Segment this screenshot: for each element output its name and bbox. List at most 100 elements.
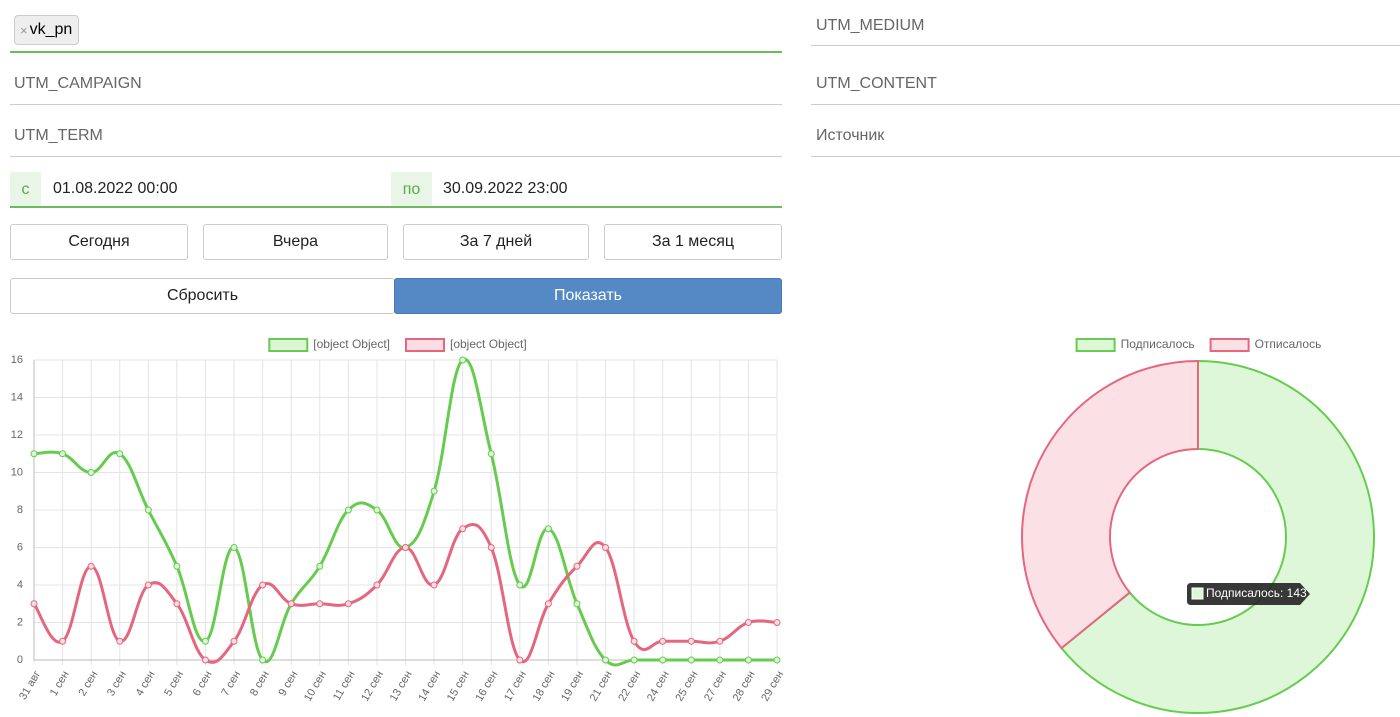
quick-button[interactable]: За 1 месяц	[604, 224, 782, 260]
field-underline	[811, 156, 1400, 157]
legend-swatch	[1209, 338, 1250, 352]
point	[516, 581, 524, 589]
field-placeholder[interactable]: UTM_TERM	[14, 127, 103, 144]
point	[516, 656, 524, 664]
point	[744, 656, 752, 664]
point	[716, 637, 724, 645]
point	[459, 525, 467, 533]
field-placeholder[interactable]: UTM_CONTENT	[816, 75, 937, 92]
x-tick-label: 19 сен	[559, 669, 586, 704]
point	[602, 544, 610, 551]
y-tick-label: 14	[11, 391, 23, 403]
point	[773, 656, 781, 664]
field-placeholder[interactable]: Источник	[816, 127, 885, 144]
x-tick-label: 22 сен	[616, 669, 643, 704]
show-button[interactable]: Показать	[394, 278, 782, 314]
point	[459, 356, 467, 364]
point	[116, 637, 124, 645]
point	[59, 450, 67, 458]
point	[659, 656, 667, 664]
field-underline	[811, 45, 1400, 46]
point	[630, 637, 638, 645]
point	[116, 450, 124, 458]
y-tick-label: 0	[17, 654, 23, 666]
point	[316, 562, 324, 570]
x-tick-label: 29 сен	[759, 669, 786, 704]
x-tick-label: 31 авг	[17, 669, 43, 702]
y-tick-label: 12	[11, 429, 23, 441]
y-tick-label: 16	[11, 354, 23, 366]
x-tick-label: 21 сен	[588, 669, 615, 704]
legend-swatch	[268, 338, 309, 352]
field-underline	[10, 156, 782, 157]
x-tick-label: 12 сен	[359, 669, 386, 704]
point	[259, 656, 267, 664]
point	[144, 506, 152, 514]
y-tick-label: 6	[17, 541, 23, 553]
point	[173, 600, 181, 608]
x-tick-label: 14 сен	[416, 669, 443, 704]
x-tick-label: 15 сен	[445, 669, 472, 704]
point	[59, 637, 67, 645]
date-to[interactable]: 30.09.2022 23:00	[443, 180, 568, 197]
point	[487, 544, 495, 551]
doughnut-slice	[1021, 359, 1199, 650]
point	[201, 637, 209, 645]
point	[487, 450, 495, 458]
x-tick-label: 8 сен	[248, 669, 272, 698]
point	[573, 562, 581, 570]
point	[544, 525, 552, 533]
point	[687, 656, 695, 664]
field-placeholder[interactable]: UTM_CAMPAIGN	[14, 75, 142, 92]
point	[430, 581, 438, 589]
point	[630, 656, 638, 664]
tag-chip[interactable]: × vk_pn	[14, 15, 79, 45]
point	[287, 600, 295, 608]
point	[344, 506, 352, 514]
point	[687, 637, 695, 645]
x-tick-label: 25 сен	[673, 669, 700, 704]
x-tick-label: 10 сен	[302, 669, 329, 704]
x-tick-label: 9 сен	[276, 669, 300, 698]
point	[373, 506, 381, 514]
y-tick-label: 10	[11, 466, 23, 478]
field-placeholder[interactable]: UTM_MEDIUM	[816, 17, 925, 34]
tag-remove[interactable]: ×	[20, 22, 28, 38]
legend-label: Подписалось	[1121, 337, 1195, 351]
point	[173, 562, 181, 570]
x-tick-label: 27 сен	[702, 669, 729, 704]
point	[744, 619, 752, 626]
point	[344, 600, 352, 608]
legend-label: [object Object]	[313, 337, 390, 351]
legend-swatch	[405, 338, 445, 352]
tooltip: Подписалось: 143	[1187, 583, 1310, 605]
point	[144, 581, 152, 589]
point	[316, 600, 324, 608]
field-underline	[10, 104, 782, 105]
x-tick-label: 11 сен	[331, 669, 357, 703]
legend-label: Отписалось	[1255, 337, 1322, 351]
reset-button[interactable]: Сбросить	[10, 278, 395, 314]
x-tick-label: 1 сен	[48, 669, 72, 698]
quick-button[interactable]: Сегодня	[10, 224, 188, 260]
tooltip-box	[1187, 583, 1310, 605]
point	[201, 656, 209, 664]
x-tick-label: 2 сен	[76, 669, 100, 698]
point	[373, 581, 381, 589]
quick-button[interactable]: Вчера	[203, 224, 388, 260]
point	[259, 581, 267, 589]
tooltip-swatch	[1191, 587, 1204, 600]
quick-button[interactable]: За 7 дней	[403, 224, 589, 260]
point	[716, 656, 724, 664]
point	[430, 487, 438, 495]
date-from[interactable]: 01.08.2022 00:00	[53, 180, 178, 197]
x-tick-label: 5 сен	[162, 669, 186, 698]
date-from-label: с	[10, 172, 41, 207]
x-tick-label: 28 сен	[731, 669, 758, 704]
doughnut-slice	[1060, 359, 1375, 714]
x-tick-label: 6 сен	[191, 669, 215, 698]
x-tick-label: 4 сен	[134, 669, 158, 698]
x-tick-label: 17 сен	[502, 669, 529, 704]
x-tick-label: 3 сен	[105, 669, 129, 698]
